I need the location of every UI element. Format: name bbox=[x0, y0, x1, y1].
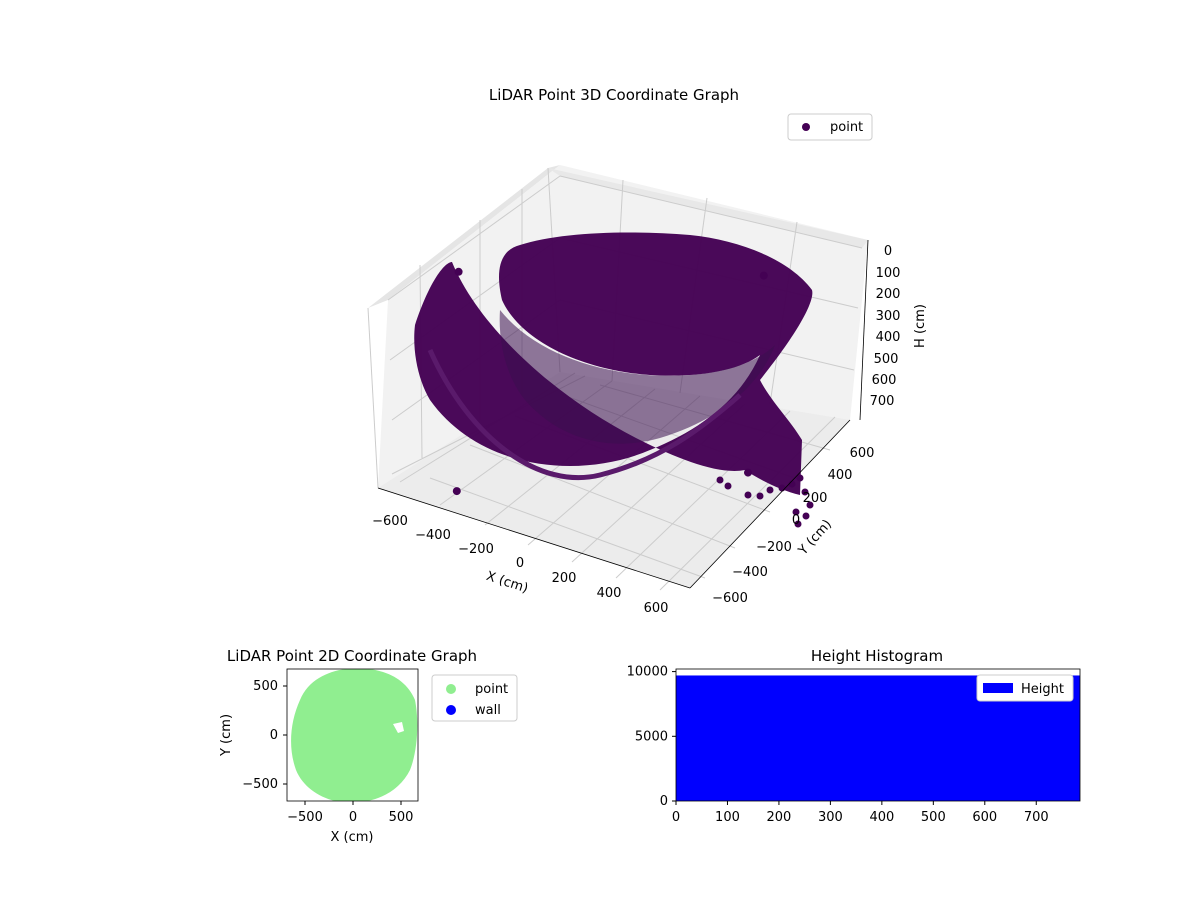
y-tick-label: −400 bbox=[732, 565, 768, 580]
point-marker bbox=[806, 501, 814, 509]
x-tick-label: 100 bbox=[715, 810, 740, 825]
x-axis-label-2d: X (cm) bbox=[331, 830, 374, 845]
y-axis-line bbox=[689, 419, 851, 589]
x-tick-label: −500 bbox=[287, 810, 323, 825]
point-region-gap bbox=[393, 722, 404, 733]
legend-2d: point wall bbox=[431, 674, 518, 722]
point-marker bbox=[794, 520, 802, 528]
legend-histogram: Height bbox=[976, 674, 1074, 702]
plot-2d: LiDAR Point 2D Coordinate Graph −500 0 5… bbox=[219, 647, 518, 845]
histogram-x-ticks: 0 100 200 300 400 500 600 700 bbox=[672, 801, 1049, 825]
x-tick-label: 600 bbox=[644, 601, 669, 616]
x-tick-label: 0 bbox=[672, 810, 680, 825]
y-tick-label: 600 bbox=[850, 446, 875, 461]
plot-histogram: Height Histogram 0 100 200 300 400 500 600 700 … bbox=[627, 647, 1081, 825]
y-tick-label: 5000 bbox=[635, 729, 668, 744]
plot-2d-title: LiDAR Point 2D Coordinate Graph bbox=[227, 647, 477, 665]
y-axis-label-2d: Y (cm) bbox=[219, 714, 234, 757]
point-marker bbox=[744, 468, 752, 477]
x-tick-label: 600 bbox=[972, 810, 997, 825]
point-marker bbox=[801, 488, 809, 496]
point-marker bbox=[744, 491, 752, 499]
point-marker bbox=[778, 484, 786, 492]
x-ticks-3d: −600 −400 −200 0 200 400 600 bbox=[372, 514, 668, 616]
y-tick-label: 200 bbox=[803, 491, 828, 506]
y-tick-label: 0 bbox=[270, 728, 278, 743]
x-tick-label: −200 bbox=[458, 542, 494, 557]
x-tick-label: 300 bbox=[818, 810, 843, 825]
z-tick-label: 400 bbox=[876, 330, 901, 345]
z-ticks-3d: 0 100 200 300 400 500 600 700 bbox=[870, 244, 901, 409]
legend-label: Height bbox=[1021, 682, 1064, 697]
point-shell-inner bbox=[499, 310, 775, 444]
point-marker bbox=[802, 512, 810, 520]
point-marker bbox=[716, 476, 724, 484]
x-tick-label: 0 bbox=[349, 810, 357, 825]
histogram-frame bbox=[675, 668, 1081, 802]
z-tick-label: 200 bbox=[876, 287, 901, 302]
pane-left-edge bbox=[368, 165, 560, 308]
z-axis-line bbox=[859, 239, 869, 421]
y-tick-label: 10000 bbox=[627, 665, 668, 680]
point-dots bbox=[452, 267, 814, 528]
z-axis-label-3d: H (cm) bbox=[913, 304, 928, 348]
point-cloud bbox=[414, 232, 814, 528]
plot-3d-title: LiDAR Point 3D Coordinate Graph bbox=[489, 86, 739, 104]
legend-marker bbox=[446, 705, 456, 715]
point-marker bbox=[792, 508, 800, 516]
x-tick-label: −600 bbox=[372, 514, 408, 529]
z-tick-label: 0 bbox=[884, 244, 892, 259]
legend-label: wall bbox=[475, 703, 501, 718]
z-tick-label: 500 bbox=[874, 352, 899, 367]
point-shell bbox=[414, 232, 813, 496]
legend-marker bbox=[802, 123, 810, 131]
point-marker bbox=[724, 482, 732, 490]
x-tick-label: 400 bbox=[597, 586, 622, 601]
x-ticks-2d: −500 0 500 bbox=[287, 801, 413, 825]
y-tick-label: −600 bbox=[712, 591, 748, 606]
x-tick-label: 500 bbox=[389, 810, 414, 825]
legend-histogram-box bbox=[976, 674, 1074, 702]
histogram-title: Height Histogram bbox=[811, 647, 943, 665]
x-tick-label: 0 bbox=[516, 556, 524, 571]
y-tick-label: 400 bbox=[828, 468, 853, 483]
point-marker bbox=[796, 474, 804, 482]
z-tick-label: 600 bbox=[872, 373, 897, 388]
y-ticks-2d: 500 0 −500 bbox=[242, 679, 287, 792]
x-tick-label: 700 bbox=[1024, 810, 1049, 825]
x-tick-label: 200 bbox=[767, 810, 792, 825]
point-marker bbox=[756, 492, 764, 500]
legend-label: point bbox=[475, 682, 508, 697]
z-tick-label: 100 bbox=[876, 266, 901, 281]
x-tick-label: 400 bbox=[869, 810, 894, 825]
legend-label: point bbox=[830, 120, 863, 135]
legend-marker bbox=[446, 684, 456, 694]
x-axis-line bbox=[377, 487, 691, 589]
y-tick-label: 500 bbox=[253, 679, 278, 694]
x-tick-label: 200 bbox=[552, 571, 577, 586]
y-tick-label: 0 bbox=[792, 513, 800, 528]
point-region bbox=[291, 669, 418, 801]
point-shell-rim bbox=[427, 348, 742, 481]
point-marker bbox=[759, 271, 768, 280]
point-marker bbox=[452, 487, 461, 496]
pane-top-edge bbox=[548, 168, 868, 248]
x-tick-label: −400 bbox=[415, 528, 451, 543]
z-tick-label: 300 bbox=[876, 309, 901, 324]
x-tick-label: 500 bbox=[921, 810, 946, 825]
y-tick-label: −500 bbox=[242, 777, 278, 792]
plot-3d: LiDAR Point 3D Coordinate Graph bbox=[367, 86, 928, 616]
point-marker bbox=[766, 486, 774, 494]
legend-3d-box bbox=[787, 113, 873, 141]
y-ticks-3d: −600 −400 −200 0 200 400 600 bbox=[712, 446, 874, 606]
legend-marker bbox=[983, 683, 1013, 693]
z-tick-label: 700 bbox=[870, 394, 895, 409]
point-marker bbox=[454, 267, 463, 276]
legend-3d: point bbox=[787, 113, 873, 141]
histogram-y-ticks: 0 5000 10000 bbox=[627, 665, 676, 809]
y-tick-label: 0 bbox=[660, 794, 668, 809]
plot-2d-area bbox=[291, 669, 418, 801]
y-tick-label: −200 bbox=[756, 540, 792, 555]
